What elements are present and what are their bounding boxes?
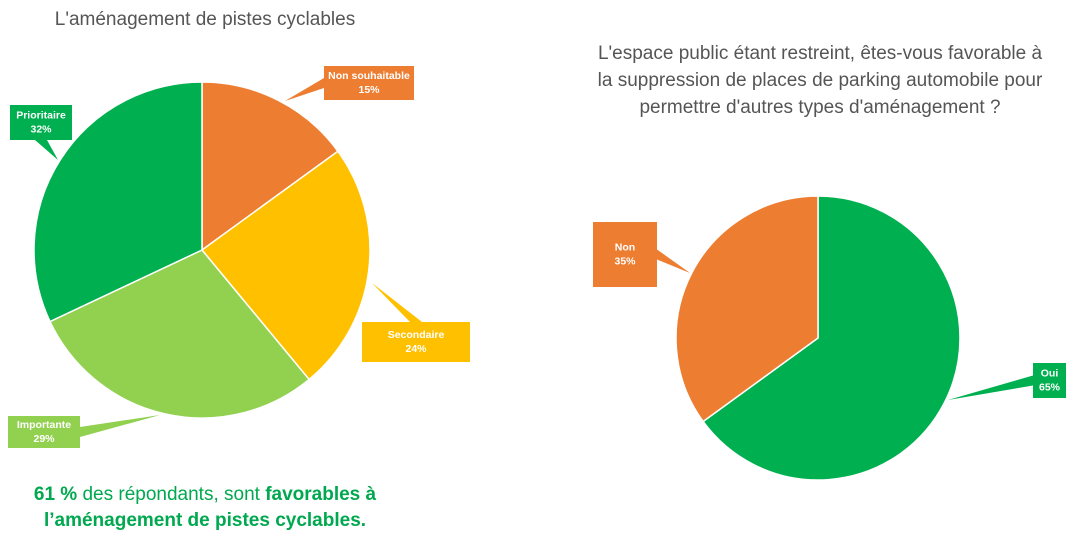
callout-pointer xyxy=(35,140,58,160)
pie-slice xyxy=(200,150,371,381)
callout-pointer xyxy=(372,283,422,322)
slice-label: Secondaire xyxy=(388,329,445,341)
slice-value-label: 29% xyxy=(33,433,55,445)
callout-pointer xyxy=(285,78,324,101)
slice-value-label: 35% xyxy=(614,255,636,267)
slice-label: Prioritaire xyxy=(16,109,66,121)
chart-title: L'espace public étant restreint, êtes-vo… xyxy=(597,43,1043,118)
slice-value-label: 32% xyxy=(30,123,52,135)
slice-value-label: 24% xyxy=(405,343,427,355)
callout: Secondaire 24% xyxy=(362,283,470,362)
callout-pointer xyxy=(948,375,1033,400)
pie-slice xyxy=(33,81,203,323)
callout-box xyxy=(593,222,657,287)
callout-pointer xyxy=(80,415,160,437)
callout-box xyxy=(8,416,80,448)
annotation-part: favorables à l’aménagement de pistes cyc… xyxy=(43,484,377,531)
callout-box xyxy=(324,66,414,100)
pie-slice xyxy=(675,195,819,423)
callout-box xyxy=(362,322,470,362)
slice-value-label: 65% xyxy=(1039,381,1061,393)
callout: Prioritaire 32% xyxy=(10,105,72,160)
slice-label: Non xyxy=(615,241,635,253)
slice-label: Importante xyxy=(17,419,71,431)
callout: Non souhaitable 15% xyxy=(285,66,414,101)
pie-slice xyxy=(48,249,311,419)
slice-value-label: 15% xyxy=(358,84,380,96)
annotation: 61 % des répondants, sont favorables à l… xyxy=(10,482,400,534)
chart-title: L'aménagement de pistes cyclables xyxy=(54,9,356,30)
callout: Importante 29% xyxy=(8,415,160,448)
callout-box xyxy=(10,105,72,140)
callout: Non 35% xyxy=(593,222,690,287)
annotation-part: des répondants, sont xyxy=(77,484,266,505)
slice-label: Oui xyxy=(1041,367,1059,379)
annotation-part: 61 % xyxy=(33,484,78,505)
callout: Oui 65% xyxy=(948,363,1066,400)
slice-label: Non souhaitable xyxy=(328,70,410,82)
callout-pointer xyxy=(657,249,690,273)
callout-box xyxy=(1033,363,1066,398)
pie-slice xyxy=(201,81,339,252)
pie-slice xyxy=(702,195,961,481)
